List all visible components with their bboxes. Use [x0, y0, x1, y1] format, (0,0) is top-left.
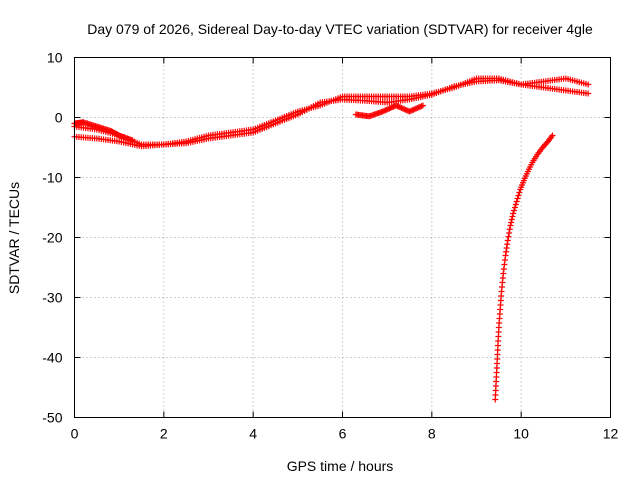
data-point	[509, 213, 516, 220]
y-tick-label: -50	[42, 410, 62, 426]
data-points	[71, 75, 592, 403]
data-point	[409, 107, 416, 114]
x-tick-label: 8	[428, 426, 436, 442]
plot-frame	[74, 57, 611, 418]
data-point	[516, 189, 523, 196]
series-lower-band	[71, 75, 592, 150]
y-tick-label: 10	[47, 50, 63, 66]
data-point	[492, 383, 499, 389]
data-point	[314, 100, 321, 107]
data-point	[511, 207, 518, 214]
data-point	[510, 210, 517, 217]
data-point	[508, 216, 515, 223]
y-tick-label: -40	[42, 350, 62, 366]
data-point	[113, 138, 120, 145]
data-point	[128, 136, 135, 143]
data-point	[395, 103, 402, 110]
x-axis-label: GPS time / hours	[287, 458, 394, 474]
data-point	[389, 104, 396, 111]
data-point	[203, 135, 210, 142]
data-point	[471, 78, 478, 85]
data-point	[528, 161, 535, 168]
data-point	[402, 106, 409, 113]
data-point	[512, 201, 519, 208]
data-point	[582, 80, 589, 87]
y-tick-label: -30	[42, 290, 62, 306]
data-point	[448, 84, 455, 91]
data-point	[426, 92, 433, 99]
x-tick-label: 12	[603, 426, 619, 442]
x-tick-label: 2	[160, 426, 168, 442]
data-point	[270, 121, 277, 128]
data-point	[507, 222, 514, 229]
data-point	[506, 230, 513, 236]
y-axis-label: SDTVAR / TECUs	[6, 182, 22, 294]
data-point	[498, 293, 505, 299]
chart-title: Day 079 of 2026, Sidereal Day-to-day VTE…	[87, 21, 593, 37]
data-point	[378, 108, 385, 115]
data-point	[538, 146, 545, 153]
data-point	[501, 257, 508, 263]
x-tick-label: 10	[513, 426, 529, 442]
data-point	[382, 107, 389, 114]
data-point	[494, 347, 501, 353]
x-tick-label: 6	[339, 426, 347, 442]
data-point	[418, 103, 425, 110]
data-point	[504, 241, 511, 248]
y-tick-label: -20	[42, 230, 62, 246]
data-point	[247, 129, 254, 136]
data-point	[538, 84, 545, 91]
data-point	[495, 329, 502, 335]
data-point	[548, 134, 555, 140]
data-point	[505, 233, 512, 240]
data-point	[415, 104, 422, 111]
series-steep-arc	[492, 132, 556, 403]
grid-lines	[74, 57, 611, 418]
data-point	[523, 170, 530, 177]
data-point	[92, 123, 99, 130]
data-point	[404, 96, 411, 103]
data-point	[519, 179, 526, 186]
series-early-start-band	[71, 119, 136, 144]
series-dip-segments	[352, 102, 426, 120]
x-tick-label: 0	[71, 426, 79, 442]
axis-ticks: 0 2 4 6 8 10 12 -50 -40 -30 -20 -10 0 10	[42, 50, 618, 442]
data-point	[506, 226, 513, 233]
data-point	[515, 192, 522, 199]
data-point	[493, 365, 500, 371]
data-point	[582, 90, 589, 97]
data-point	[292, 112, 299, 119]
x-tick-label: 4	[249, 426, 257, 442]
data-point	[496, 311, 503, 317]
data-point	[513, 198, 520, 205]
data-point	[538, 78, 545, 85]
y-tick-label: -10	[42, 170, 62, 186]
data-point	[560, 87, 567, 94]
data-point	[514, 195, 521, 202]
data-point	[511, 204, 518, 211]
y-tick-label: 0	[55, 110, 63, 126]
data-point	[499, 275, 506, 281]
data-point	[533, 153, 540, 160]
data-point	[508, 219, 515, 226]
